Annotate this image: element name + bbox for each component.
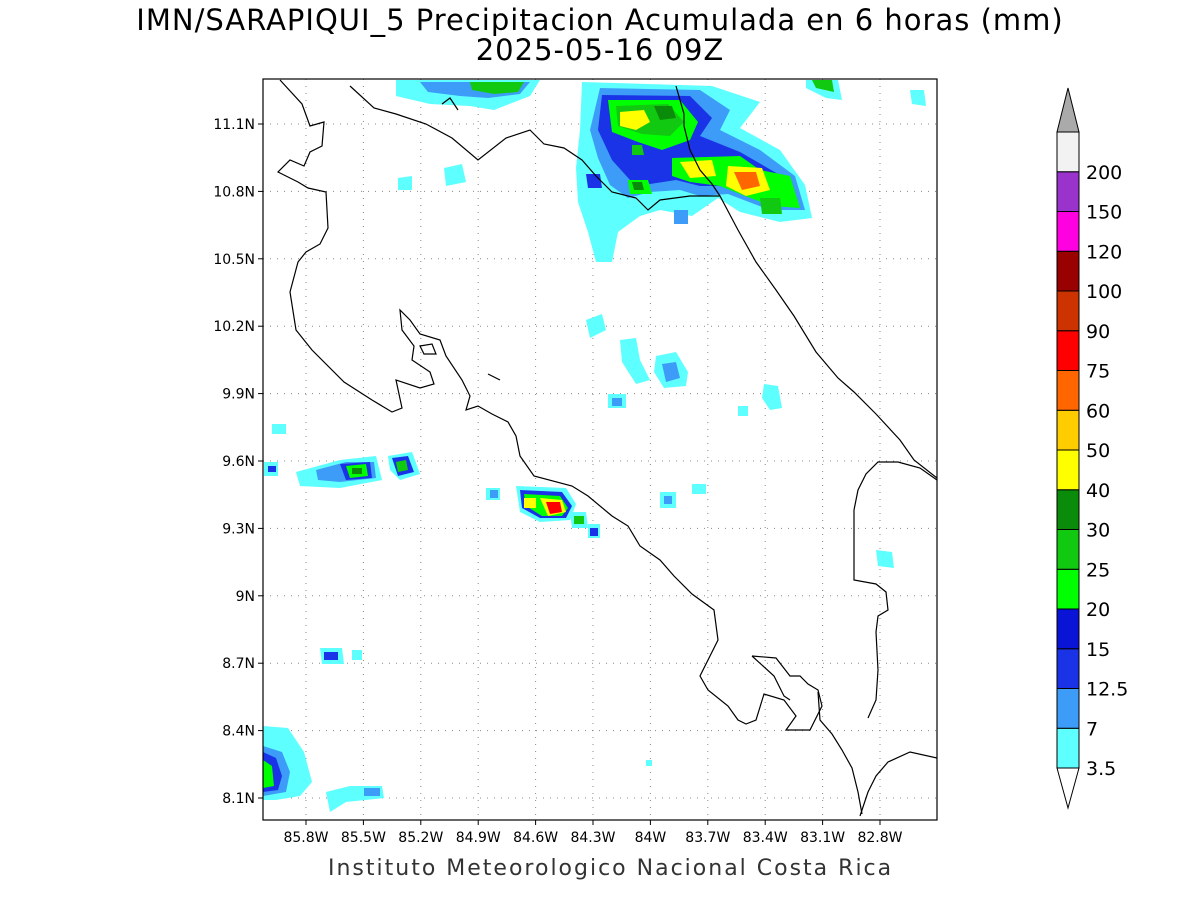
lat-tick-label: 11.1N xyxy=(213,117,255,133)
lon-tick-label: 83.1W xyxy=(800,830,845,846)
colorbar-label: 3.5 xyxy=(1086,758,1116,780)
colorbar-label: 40 xyxy=(1086,480,1110,502)
lon-tick-label: 84.6W xyxy=(513,830,558,846)
lon-tick-label: 83.7W xyxy=(685,830,730,846)
map-title: IMN/SARAPIQUI_5 Precipitacion Acumulada … xyxy=(136,3,1064,37)
colorbar-segment xyxy=(1056,489,1080,530)
colorbar-legend: 3.5 7 12.5 15 20 25 30 40 50 60 75 90 100 120 150 200 xyxy=(1056,87,1128,810)
precipitation-field xyxy=(263,80,926,812)
colorbar-label: 20 xyxy=(1086,599,1110,621)
lon-tick-label: 85.2W xyxy=(398,830,443,846)
colorbar-segment xyxy=(1056,449,1080,491)
latitude-axis: 11.1N 10.8N 10.5N 10.2N 9.9N 9.6N 9.3N 9N 8.7N 8.… xyxy=(213,117,263,807)
precip-cluster-central xyxy=(586,314,894,568)
colorbar-segment xyxy=(1056,370,1080,411)
lat-tick-label: 8.1N xyxy=(222,791,255,807)
colorbar-segment xyxy=(1056,648,1080,689)
lon-tick-label: 85.8W xyxy=(283,830,328,846)
colorbar-segment xyxy=(1056,727,1080,769)
colorbar-segment xyxy=(1056,529,1080,570)
colorbar-label: 90 xyxy=(1086,321,1110,343)
colorbar-label: 60 xyxy=(1086,400,1110,422)
lat-tick-label: 10.2N xyxy=(213,319,255,335)
colorbar-label: 7 xyxy=(1086,718,1098,740)
longitude-axis: 85.8W 85.5W 85.2W 84.9W 84.6W 84.3W 84W 83.7W 83… xyxy=(283,820,903,846)
lat-tick-label: 9.3N xyxy=(222,521,255,537)
colorbar-segment xyxy=(1056,131,1080,173)
colorbar-label: 120 xyxy=(1086,241,1122,263)
colorbar-label: 25 xyxy=(1086,559,1110,581)
lon-tick-label: 84W xyxy=(635,830,667,846)
colorbar-segment xyxy=(1056,211,1080,252)
lat-tick-label: 9.6N xyxy=(222,454,255,470)
lat-tick-label: 9N xyxy=(236,589,255,605)
lon-tick-label: 84.3W xyxy=(570,830,615,846)
precip-cluster-north xyxy=(396,80,926,262)
footer-credit: Instituto Meteorologico Nacional Costa R… xyxy=(328,856,894,881)
colorbar-segment xyxy=(1056,608,1080,650)
precip-cluster-west xyxy=(264,424,706,664)
lat-tick-label: 8.7N xyxy=(222,656,255,672)
lat-tick-label: 8.4N xyxy=(222,724,255,740)
lon-tick-label: 85.5W xyxy=(341,830,386,846)
colorbar-max-arrow xyxy=(1056,87,1080,133)
colorbar-segment xyxy=(1056,568,1080,610)
colorbar-segment xyxy=(1056,409,1080,451)
lat-tick-label: 9.9N xyxy=(222,387,255,403)
precip-cluster-southwest xyxy=(263,726,652,812)
colorbar-label: 75 xyxy=(1086,361,1110,383)
colorbar-min-arrow xyxy=(1056,767,1080,810)
lat-tick-label: 10.5N xyxy=(213,252,255,268)
map-frame xyxy=(262,78,938,821)
colorbar-segment xyxy=(1056,250,1080,292)
coastlines xyxy=(276,79,937,817)
colorbar-label: 200 xyxy=(1086,162,1122,184)
colorbar-segment xyxy=(1056,688,1080,729)
colorbar-segment xyxy=(1056,171,1080,212)
colorbar-label: 12.5 xyxy=(1086,679,1128,701)
colorbar-label: 50 xyxy=(1086,440,1110,462)
lon-tick-label: 82.8W xyxy=(857,830,902,846)
colorbar-segment xyxy=(1056,330,1080,371)
colorbar-segment xyxy=(1056,290,1080,332)
map-timestamp: 2025-05-16 09Z xyxy=(475,33,725,67)
colorbar-label: 150 xyxy=(1086,202,1122,224)
precipitation-map: 11.1N 10.8N 10.5N 10.2N 9.9N 9.6N 9.3N 9N 8.7N 8.… xyxy=(213,78,938,846)
colorbar-label: 100 xyxy=(1086,281,1122,303)
colorbar-label: 30 xyxy=(1086,520,1110,542)
lat-tick-label: 10.8N xyxy=(213,184,255,200)
lon-tick-label: 83.4W xyxy=(743,830,788,846)
colorbar-label: 15 xyxy=(1086,639,1110,661)
lon-tick-label: 84.9W xyxy=(456,830,501,846)
